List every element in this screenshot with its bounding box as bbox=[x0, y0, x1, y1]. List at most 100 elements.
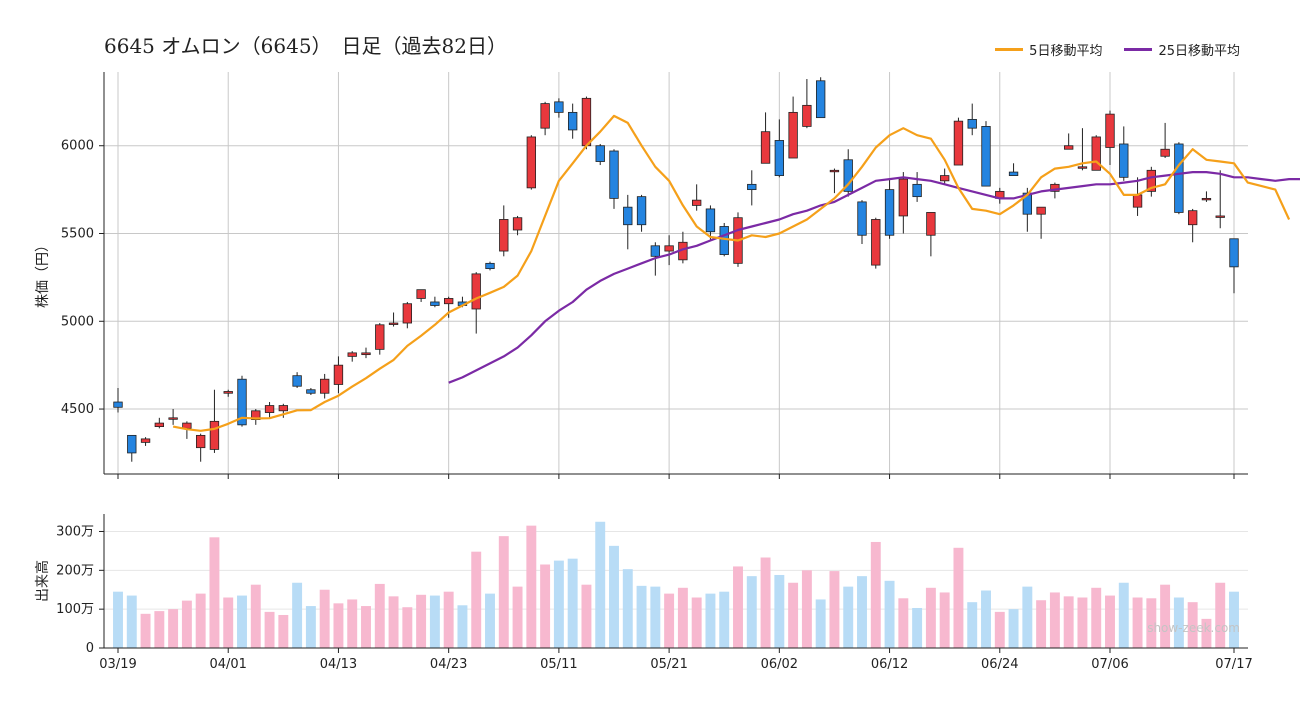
candle-body bbox=[319, 378, 330, 394]
candle-body bbox=[609, 150, 619, 199]
candle-body bbox=[953, 120, 964, 166]
volume-bar bbox=[967, 602, 978, 648]
candle-body bbox=[857, 201, 867, 236]
volume-bar bbox=[168, 609, 179, 648]
volume-bar bbox=[981, 590, 991, 648]
x-tick-label: 04/01 bbox=[209, 657, 246, 672]
candle-body bbox=[430, 301, 440, 306]
price-tick-label: 6000 bbox=[61, 139, 94, 154]
candle bbox=[691, 184, 702, 211]
chart-title: 6645 オムロン（6645） 日足（過去82日） bbox=[104, 34, 508, 58]
candle-body bbox=[912, 183, 922, 198]
candle bbox=[1132, 177, 1143, 216]
volume-bar bbox=[471, 551, 482, 648]
candle bbox=[636, 194, 647, 232]
volume-bar bbox=[278, 614, 289, 648]
x-tick-label: 03/19 bbox=[99, 657, 136, 672]
volume-bar bbox=[374, 583, 385, 648]
ma25-line bbox=[448, 171, 1300, 384]
volume-bar bbox=[1173, 597, 1184, 648]
candle bbox=[1091, 135, 1101, 171]
volume-bar bbox=[884, 580, 895, 648]
volume-bar bbox=[567, 558, 578, 648]
volume-bar bbox=[333, 603, 344, 648]
candle-body bbox=[375, 324, 385, 350]
candle-body bbox=[664, 245, 674, 252]
candle-body bbox=[650, 245, 661, 257]
watermark: show-zeek.com bbox=[1147, 621, 1240, 635]
volume-tick-label: 200万 bbox=[56, 563, 94, 578]
volume-bar bbox=[1187, 602, 1198, 648]
volume-bar bbox=[1160, 584, 1171, 648]
volume-bar bbox=[485, 593, 495, 648]
volume-bar bbox=[402, 607, 413, 648]
legend-swatch-ma5 bbox=[995, 48, 1024, 51]
candle-body bbox=[1187, 210, 1198, 226]
candle bbox=[485, 261, 495, 271]
candle-body bbox=[540, 103, 550, 129]
price-panel: 4500 5000 5500 6000 株価（円） bbox=[35, 72, 1300, 479]
volume-bar bbox=[595, 521, 606, 648]
volume-bar bbox=[719, 591, 730, 648]
candle-body bbox=[154, 422, 165, 428]
price-tick-label: 4500 bbox=[61, 402, 94, 417]
volume-bar bbox=[1049, 592, 1060, 648]
candle bbox=[292, 372, 302, 388]
volume-bar bbox=[1091, 587, 1102, 648]
candle bbox=[361, 347, 371, 359]
candle-body bbox=[1174, 143, 1184, 213]
candle-body bbox=[1146, 169, 1157, 192]
volume-bar bbox=[1022, 586, 1033, 648]
volume-bar bbox=[705, 593, 716, 648]
candle bbox=[512, 215, 523, 236]
candle bbox=[526, 135, 537, 190]
volume-bar bbox=[1229, 591, 1239, 648]
legend-item-ma25: 25日移動平均 bbox=[1124, 40, 1240, 59]
ma5-line bbox=[172, 114, 1291, 432]
x-tick-label: 06/12 bbox=[871, 657, 908, 672]
candle bbox=[1174, 142, 1184, 215]
candle bbox=[278, 403, 289, 418]
candle bbox=[333, 356, 344, 394]
volume-bar bbox=[733, 566, 743, 648]
candle-body bbox=[361, 352, 371, 356]
candle bbox=[623, 194, 633, 250]
candle-body bbox=[140, 438, 151, 443]
volume-bar bbox=[925, 587, 936, 648]
candle bbox=[1063, 133, 1074, 150]
volume-bar bbox=[857, 576, 867, 648]
legend: 5日移動平均 25日移動平均 bbox=[995, 40, 1240, 59]
x-tick-label: 07/17 bbox=[1215, 657, 1252, 672]
candle-body bbox=[223, 391, 233, 394]
candle bbox=[747, 170, 757, 206]
candle-body bbox=[1091, 136, 1101, 171]
candle bbox=[306, 387, 316, 396]
candle-body bbox=[402, 303, 413, 324]
candle-body bbox=[1119, 143, 1129, 178]
volume-bar bbox=[388, 596, 399, 648]
volume-bar bbox=[361, 606, 371, 648]
volume-bar bbox=[113, 591, 123, 648]
volume-bar bbox=[788, 582, 799, 648]
candle bbox=[154, 417, 165, 429]
candle-body bbox=[347, 352, 357, 357]
candle bbox=[1105, 110, 1115, 166]
candle-body bbox=[705, 208, 716, 233]
volume-bar bbox=[939, 592, 950, 648]
candle-body bbox=[512, 217, 523, 231]
candle-body bbox=[691, 199, 702, 206]
volume-bar bbox=[1105, 595, 1115, 648]
candle bbox=[760, 112, 771, 164]
candle bbox=[774, 119, 785, 178]
candle-body bbox=[499, 219, 509, 252]
x-tick-label: 07/06 bbox=[1091, 657, 1128, 672]
volume-tick-label: 100万 bbox=[56, 602, 94, 617]
volume-bar bbox=[843, 586, 854, 648]
volume-bar bbox=[237, 595, 247, 648]
candle bbox=[1229, 238, 1239, 294]
candle-body bbox=[981, 126, 991, 187]
candle-body bbox=[815, 80, 826, 119]
volume-y-axis-label: 出来高 bbox=[34, 560, 51, 602]
candle-body bbox=[416, 289, 426, 299]
volume-bar bbox=[416, 594, 427, 648]
